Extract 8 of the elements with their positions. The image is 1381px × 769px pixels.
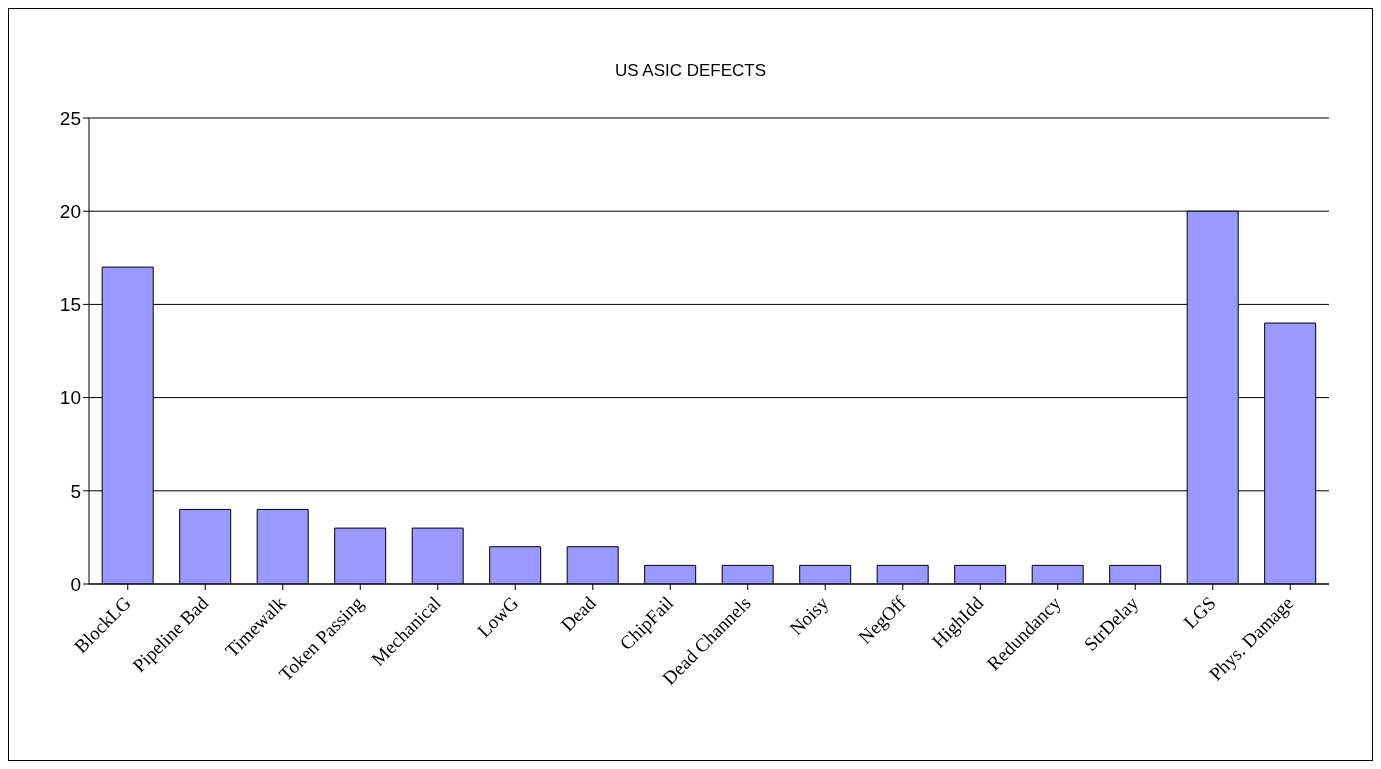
y-tick-label: 10 (59, 387, 81, 409)
chart-title: US ASIC DEFECTS (613, 61, 768, 81)
y-tick-label: 20 (59, 200, 81, 222)
y-tick-label: 15 (59, 294, 81, 316)
x-tick-label: LGS (1179, 592, 1220, 633)
y-tick-label: 25 (59, 107, 81, 129)
y-tick-label: 5 (70, 480, 81, 502)
y-tick-label: 0 (70, 573, 81, 595)
